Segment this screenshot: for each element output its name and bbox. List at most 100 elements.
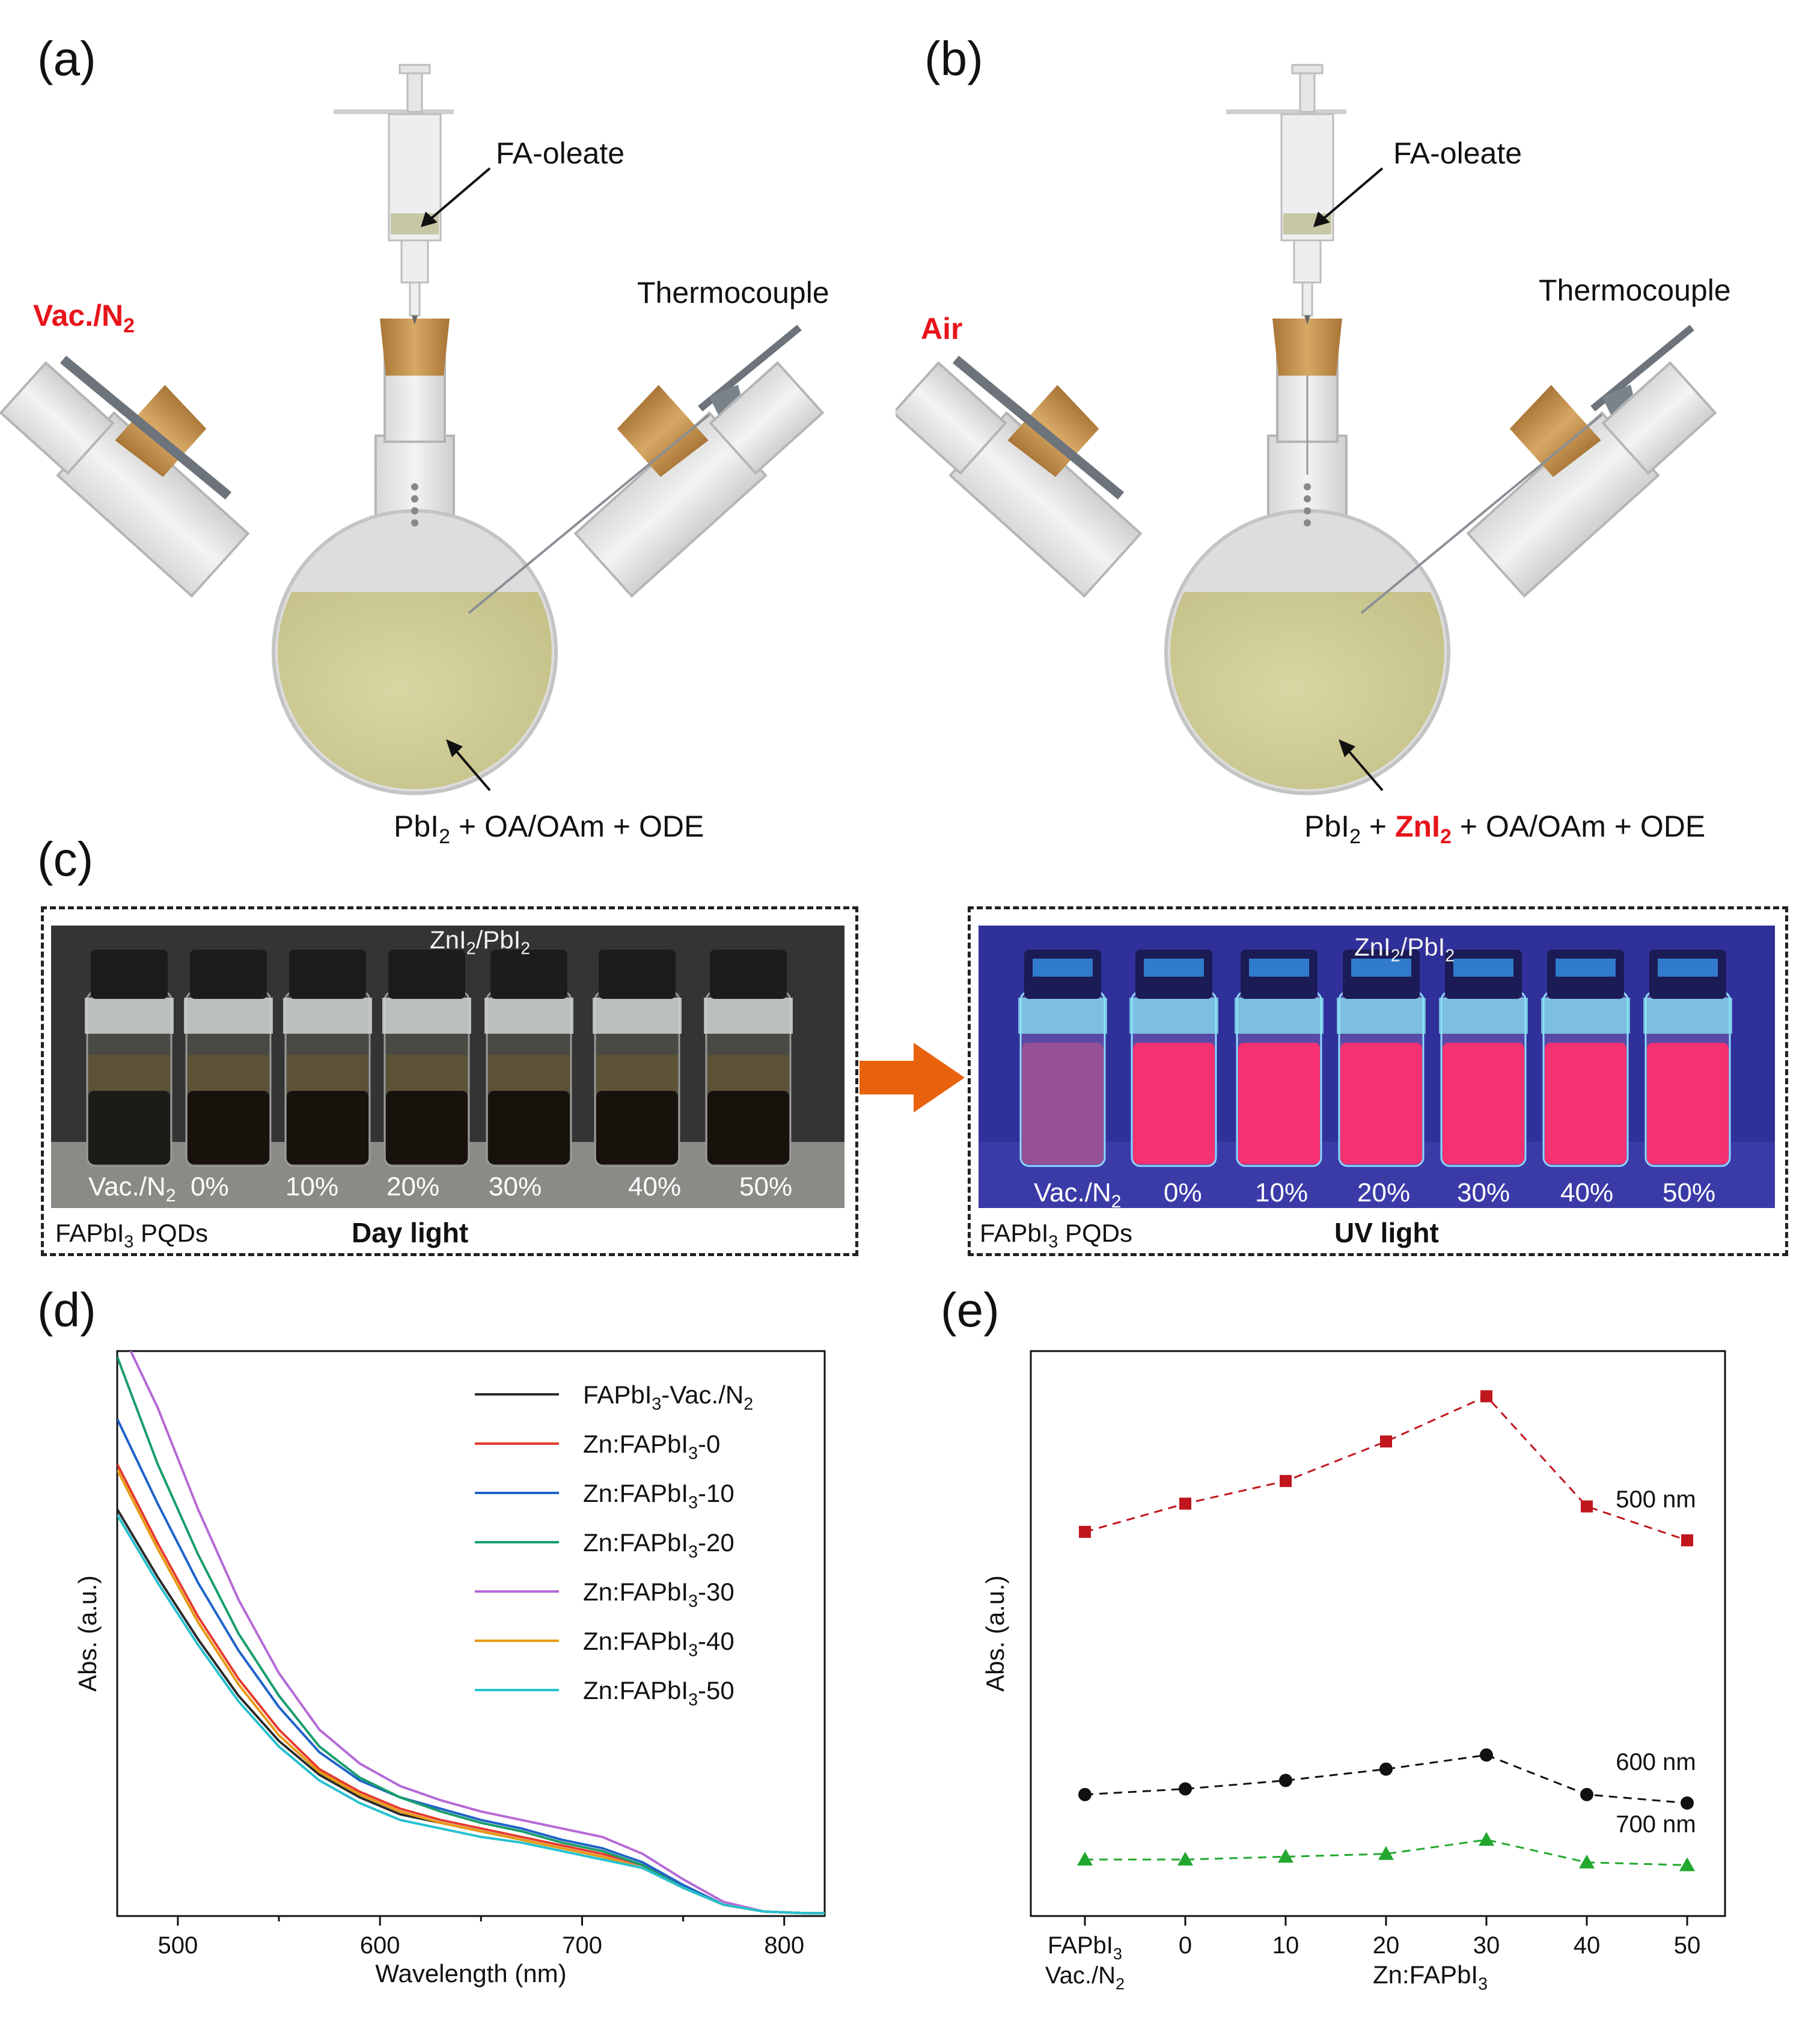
- x-tick-label-first: FAPbI3: [1048, 1932, 1122, 1963]
- x-tick-label: 0: [1179, 1932, 1192, 1959]
- panel-b-thermocouple-label: Thermocouple: [1539, 273, 1731, 307]
- x-tick-label-first-line2: Vac./N2: [1045, 1962, 1125, 1993]
- daylight-vials-photo: ZnI2/PbI2 Vac./N2 0% 10% 20% 30% 40% 50%: [51, 926, 844, 1208]
- legend-entry: Zn:FAPbI3-30: [583, 1578, 734, 1611]
- transition-arrow: [860, 1043, 965, 1112]
- data-point: [1581, 1500, 1593, 1513]
- panel-b-label: (b): [924, 32, 983, 85]
- legend-entry: Zn:FAPbI3-10: [583, 1479, 734, 1513]
- daylight-vial: [593, 950, 682, 1167]
- y-axis-label: Abs. (a.u.): [73, 1575, 102, 1692]
- uv-vial: [1643, 950, 1732, 1167]
- panel-b-flask-diagram: [896, 64, 1717, 795]
- legend-entry: Zn:FAPbI3-50: [583, 1676, 734, 1710]
- uv-vials-photo: ZnI2/PbI2 Vac./N2 0% 10% 20% 30% 40% 50%: [979, 926, 1775, 1208]
- uv-vial-label-30: 30%: [1457, 1178, 1510, 1207]
- panel-c-label: (c): [37, 832, 94, 886]
- data-point: [1177, 1852, 1193, 1866]
- data-point: [1280, 1475, 1292, 1488]
- daylight-vial-label-40: 40%: [628, 1172, 682, 1201]
- daylight-vial-label-20: 20%: [386, 1172, 440, 1201]
- uv-vials-drawing: [979, 926, 1775, 1208]
- uv-vial: [1541, 950, 1630, 1167]
- panel-a-reagent-label: PbI2 + OA/OAm + ODE: [394, 810, 704, 848]
- uv-vial-label-20: 20%: [1357, 1178, 1411, 1207]
- data-point: [1681, 1796, 1694, 1810]
- legend-entry: Zn:FAPbI3-20: [583, 1528, 734, 1562]
- series-line: [1084, 1395, 1688, 1542]
- plot-frame: [1030, 1350, 1726, 1917]
- data-point: [1078, 1787, 1092, 1801]
- uv-vial-label-50: 50%: [1663, 1178, 1716, 1207]
- uv-vial: [1439, 950, 1528, 1167]
- daylight-vial: [283, 950, 372, 1167]
- x-tick-label: 20: [1373, 1932, 1400, 1959]
- data-point: [1681, 1534, 1693, 1546]
- legend-entry: Zn:FAPbI3-0: [583, 1430, 720, 1463]
- data-point: [1579, 1854, 1595, 1869]
- x-tick-label: 500: [158, 1932, 198, 1959]
- x-tick-label: 40: [1574, 1932, 1601, 1959]
- series-line: [129, 1351, 825, 1915]
- data-point: [1480, 1390, 1492, 1403]
- uv-vial: [1337, 950, 1426, 1167]
- uv-vial: [1018, 950, 1107, 1167]
- flask-b: [896, 64, 1717, 795]
- uv-sample-name: FAPbI3 PQDs: [980, 1219, 1132, 1252]
- series-label: 600 nm: [1616, 1749, 1696, 1775]
- legend-entry: Zn:FAPbI3-40: [583, 1627, 734, 1661]
- uv-vial-row: [1018, 950, 1732, 1167]
- panel-e-label: (e): [941, 1283, 1000, 1337]
- daylight-vial: [85, 950, 174, 1167]
- data-point: [1679, 1857, 1695, 1872]
- daylight-vial: [704, 950, 793, 1167]
- daylight-vial-label-50: 50%: [739, 1172, 793, 1201]
- series-label: 700 nm: [1616, 1811, 1696, 1837]
- panel-b-reagent-label: PbI2 + ZnI2 + OA/OAm + ODE: [1304, 810, 1706, 848]
- series-line: [117, 1509, 825, 1915]
- series-line: [117, 1514, 825, 1915]
- daylight-vial-row: [85, 950, 793, 1167]
- daylight-vial-label-10: 10%: [286, 1172, 339, 1201]
- daylight-vial-label-vac: Vac./N2: [88, 1172, 176, 1206]
- panel-b-gas-label: Air: [921, 312, 963, 346]
- data-point: [1179, 1782, 1192, 1796]
- panel-a-syringe-label: FA-oleate: [496, 136, 625, 170]
- data-point: [1580, 1787, 1593, 1801]
- daylight-caption: Day light: [352, 1217, 469, 1248]
- series-line: [1084, 1754, 1688, 1804]
- uv-vial: [1235, 950, 1324, 1167]
- uv-vial: [1129, 950, 1218, 1167]
- x-tick-label: 50: [1674, 1932, 1701, 1959]
- flask-a: [0, 64, 825, 795]
- x-axis-label: Zn:FAPbI3: [1373, 1960, 1488, 1994]
- x-tick-label: 10: [1272, 1932, 1299, 1959]
- data-point: [1079, 1525, 1091, 1538]
- x-tick-label: 800: [764, 1932, 804, 1959]
- panel-c-daylight-box: [41, 906, 858, 1256]
- panel-d-label: (d): [37, 1283, 96, 1337]
- series-label: 500 nm: [1616, 1486, 1696, 1513]
- y-axis-label: Abs. (a.u.): [981, 1575, 1009, 1692]
- panel-a-thermocouple-label: Thermocouple: [637, 276, 829, 310]
- x-tick-label: 600: [360, 1932, 400, 1959]
- daylight-vial-label-0: 0%: [191, 1172, 229, 1201]
- absorbance-spectra-chart: 500 600 700 800 Wavelength (nm) Abs. (a.u.) FA…: [73, 1350, 826, 1988]
- daylight-vials-drawing: [51, 926, 844, 1208]
- uv-vial-label-40: 40%: [1560, 1178, 1614, 1207]
- panel-a-label: (a): [37, 32, 96, 85]
- uv-ratio-title: ZnI2/PbI2: [1354, 933, 1455, 966]
- panel-c-uv-box: [968, 906, 1788, 1256]
- x-tick-label: 30: [1473, 1932, 1500, 1959]
- legend-entry: FAPbI3-Vac./N2: [583, 1381, 753, 1414]
- uv-vial-label-0: 0%: [1164, 1178, 1202, 1207]
- plot-frame: [116, 1350, 826, 1917]
- panel-a-flask-diagram: [0, 64, 825, 795]
- daylight-vial: [382, 950, 471, 1167]
- daylight-sample-name: FAPbI3 PQDs: [55, 1219, 208, 1252]
- data-point: [1179, 1497, 1191, 1510]
- data-point: [1378, 1846, 1394, 1860]
- daylight-vial: [184, 950, 273, 1167]
- data-point: [1379, 1762, 1393, 1776]
